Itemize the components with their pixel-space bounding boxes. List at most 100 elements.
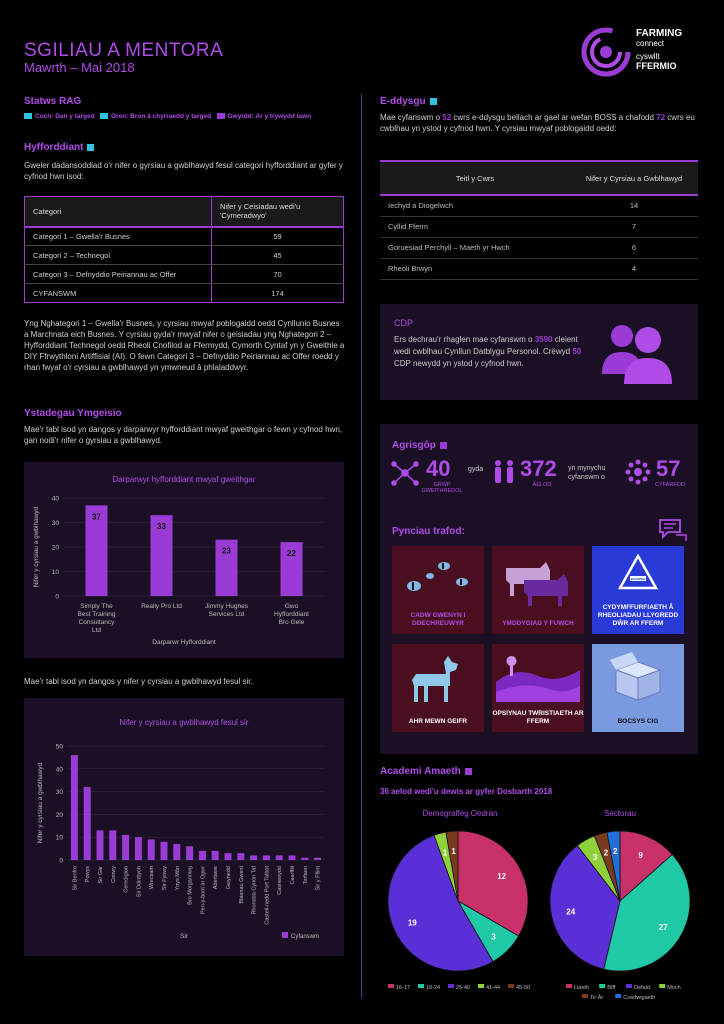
topics-heading: Pynciau trafod: — [392, 526, 465, 537]
bar — [122, 834, 130, 860]
legend-swatch — [659, 984, 666, 988]
y-tick-label: 40 — [56, 766, 64, 773]
bar — [211, 850, 219, 860]
providers-chart: Darparwyr hyfforddiant mwyaf gweithgar Ni… — [33, 475, 324, 646]
age-pie-box: Demograffeg Oedran 12 3 19 1 1 16-17 18-24 25-40… — [380, 806, 540, 996]
pie-value-label: 9 — [638, 851, 643, 860]
bar — [237, 853, 245, 860]
x-tick-label: Torfaen — [303, 866, 309, 884]
bar-value-label: 23 — [222, 547, 231, 556]
logo-swirl-icon — [581, 27, 631, 77]
pie-slice — [457, 830, 529, 937]
x-tick-label: Wrecsam — [149, 866, 155, 890]
pie-value-label: 1 — [443, 848, 448, 857]
legend-label: Defaid — [634, 985, 650, 991]
pie-value-label: 1 — [451, 847, 456, 856]
x-tick-label: Sir Benfro — [72, 866, 78, 890]
legend-label: Cyfanswm — [291, 934, 319, 940]
table-row: Categori 3 – Defnyddio Peiriannau ac Off… — [24, 264, 344, 284]
x-tick-label: Gwynedd — [226, 866, 232, 889]
pie-value-label: 2 — [613, 847, 618, 856]
legend-swatch — [599, 984, 606, 988]
legend-swatch — [582, 994, 588, 998]
pie-value-label: 24 — [566, 908, 575, 917]
y-axis-label: Nifer y cyrsiau a gwblhawyd — [33, 506, 40, 587]
pie-value-label: 12 — [497, 872, 506, 881]
pie-value-label: 3 — [491, 933, 496, 942]
pie-slice — [445, 830, 459, 902]
x-tick-label: Rhondda Cynon Taf — [252, 866, 258, 915]
farming-connect-logo: FARMING connect cyswllt FFERMIO — [580, 24, 700, 80]
legend-swatch — [388, 984, 394, 988]
bee-icon — [407, 562, 468, 591]
county-chart: Nifer y cyrsiau a gwblhawyd fesul sir Nif… — [37, 718, 324, 940]
legend-label: Tir Âr — [590, 994, 603, 1001]
bar — [215, 539, 238, 596]
y-tick-label: 10 — [56, 835, 64, 842]
x-tick-label: Really Pro Ltd — [141, 603, 182, 610]
pie-value-label: 19 — [408, 918, 417, 927]
x-tick-label: Sir Ddinbych — [136, 866, 142, 897]
academy-subtitle: 36 aelod wedi'u dewis ar gyfer Dosbarth … — [380, 787, 553, 796]
legend-label: Llaeth — [574, 985, 589, 991]
legend-swatch — [448, 984, 454, 988]
y-axis-label: Nifer y cyrsiau a gwblhawyd — [37, 762, 44, 843]
bar — [198, 850, 206, 860]
table-total-row: CYFANSWM 174 — [24, 283, 344, 303]
bar — [314, 857, 322, 860]
chat-icon — [659, 519, 687, 541]
academy-heading: Academi Amaeth — [380, 766, 472, 777]
goat-icon — [412, 656, 458, 702]
bar — [280, 542, 303, 596]
x-axis-label: Sir — [180, 933, 189, 940]
rag-legend: Coch: Dan y targed Oren: Bron â chyrraed… — [24, 113, 311, 120]
x-axis-label: Darparwr Hyfforddiant — [152, 639, 216, 646]
rag-red-swatch — [24, 113, 32, 120]
x-tick-label: Simply The Best Training Consultancy Ltd — [78, 603, 116, 634]
gyda-text: gyda — [468, 466, 484, 473]
legend-swatch — [282, 932, 288, 938]
logo-text-ffermio: FFERMIO — [636, 61, 677, 71]
county-chart-box: Nifer y cyrsiau a gwblhawyd fesul sir Nif… — [24, 698, 344, 956]
x-tick-label: Caerffili — [290, 866, 296, 885]
bar — [186, 846, 194, 860]
bar — [173, 844, 181, 860]
bar — [288, 855, 296, 860]
pie-slice — [603, 853, 691, 972]
pie-slice — [387, 834, 494, 972]
legend-label: Bîff — [607, 985, 616, 991]
table-row: Cyllid Fferm 7 — [380, 216, 698, 238]
agriscope-heading: Agrisgôp — [392, 440, 447, 451]
topic-tile-tourism: OPSIYNAU TWRISTIAETH AR FFERM — [492, 644, 584, 732]
x-tick-label: Casnewydd — [277, 866, 283, 895]
bar — [160, 841, 168, 860]
elearning-intro: Mae cyfanswm o 52 cwrs e-ddysgu bellach … — [380, 113, 695, 133]
logo-text-cyswllt: cyswllt — [636, 52, 660, 61]
topic-tile-cow: YMDDYGIAD Y FUWCH — [492, 546, 584, 634]
table-row: Goruesiad Perchyll – Maeth yr Hwch 6 — [380, 237, 698, 259]
meetings-label: CYFARFOD — [655, 482, 685, 488]
pie-slice — [549, 844, 621, 970]
elearning-heading: E-ddysgu — [380, 96, 437, 107]
meetings-count: 57 — [656, 456, 681, 481]
rag-amber-swatch — [100, 113, 109, 120]
y-tick-label: 10 — [52, 569, 60, 576]
pie-value-label: 27 — [659, 923, 668, 932]
x-tick-label: Sir Gâr — [98, 866, 104, 884]
members-count: 372 — [520, 456, 557, 481]
box-icon — [610, 652, 662, 701]
stats-intro-2: Mae'r tabl isod yn dangos y nifer y cyrs… — [24, 677, 253, 686]
chart-title: Nifer y cyrsiau a gwblhawyd fesul sir — [120, 718, 249, 727]
attend-text: yn mynychu cyfanswm o — [568, 465, 606, 481]
y-tick-label: 0 — [59, 858, 63, 865]
cdp-text: Ers dechrau'r rhaglen mae cyfanswm o 359… — [394, 335, 582, 368]
bar-value-label: 33 — [157, 522, 166, 531]
bar — [109, 830, 117, 860]
bar — [301, 857, 309, 860]
cdp-box: CDP Ers dechrau'r rhaglen mae cyfanswm o… — [380, 304, 698, 400]
table-row: Categori 1 – Gwella'r Busnes 59 — [24, 226, 344, 246]
legend-swatch — [626, 984, 632, 988]
y-tick-label: 40 — [52, 496, 60, 503]
training-table: Categori Nifer y Ceisiadau wedi'u 'Cymera… — [24, 196, 344, 303]
legend-label: 41-44 — [486, 985, 500, 991]
